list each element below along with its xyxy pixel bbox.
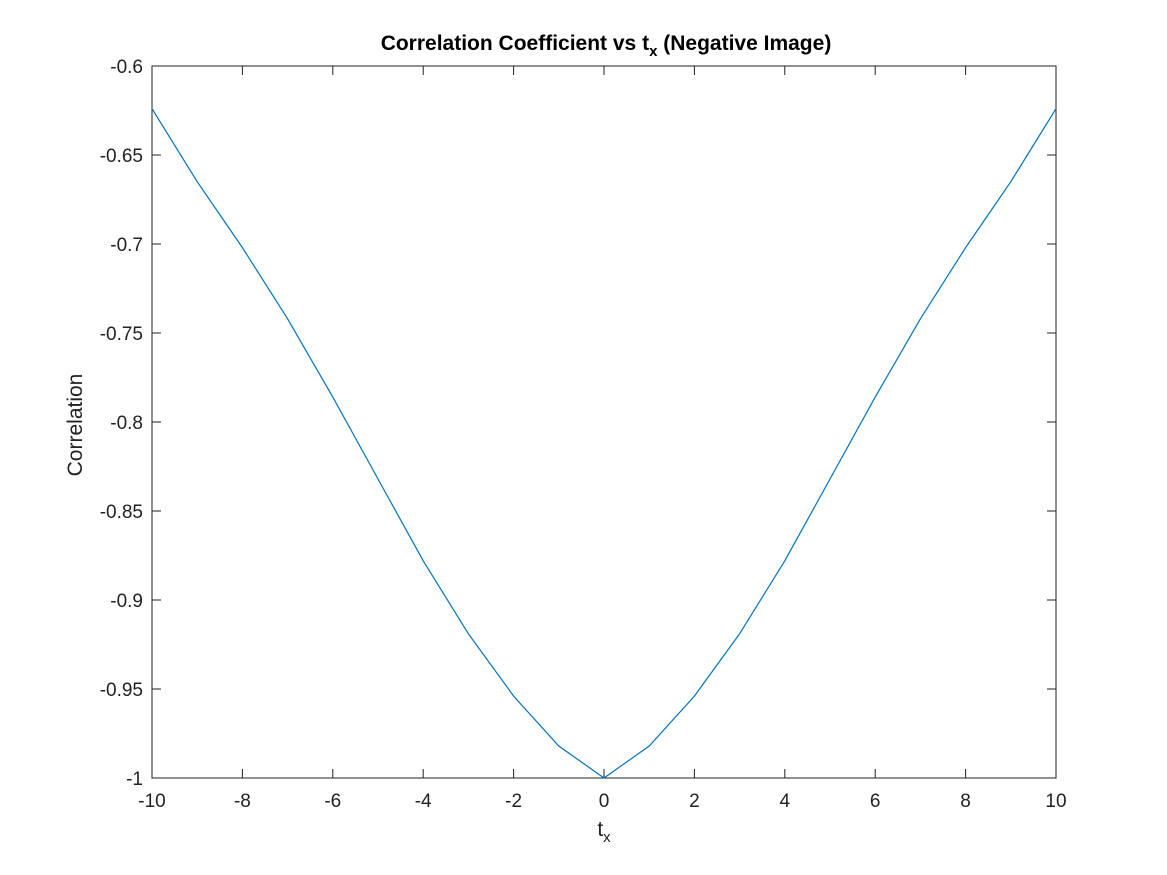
- y-tick-label: -0.9: [110, 591, 143, 612]
- x-tick-label: -6: [324, 791, 341, 812]
- y-tick-label: -0.95: [100, 680, 143, 701]
- y-axis-label: Correlation: [64, 374, 87, 477]
- y-tick-label: -0.75: [100, 324, 143, 345]
- y-tick-label: -0.7: [110, 235, 143, 256]
- axis-ticks: [151, 65, 1057, 779]
- y-tick-label: -0.8: [110, 413, 143, 434]
- x-tick-label: -8: [234, 791, 251, 812]
- x-tick-label: -10: [138, 791, 165, 812]
- y-tick-label: -0.6: [110, 57, 143, 78]
- chart-title: Correlation Coefficient vs tx (Negative …: [381, 32, 832, 60]
- x-tick-label: -2: [505, 791, 522, 812]
- y-tick-labels: -1 -0.95 -0.9 -0.85 -0.8 -0.75 -0.7 -0.65 -0.6: [100, 57, 143, 790]
- x-tick-label: 10: [1045, 791, 1066, 812]
- x-axis-label: tx: [597, 818, 611, 846]
- plot-area: [151, 65, 1057, 779]
- x-tick-label: 8: [960, 791, 971, 812]
- correlation-line: [151, 108, 1057, 779]
- y-tick-label: -1: [126, 769, 143, 790]
- x-tick-label: 0: [599, 791, 610, 812]
- x-tick-label: 2: [689, 791, 700, 812]
- x-tick-label: 6: [870, 791, 881, 812]
- y-tick-label: -0.85: [100, 502, 143, 523]
- y-tick-label: -0.65: [100, 146, 143, 167]
- x-tick-label: -4: [415, 791, 432, 812]
- x-tick-label: 4: [780, 791, 791, 812]
- x-tick-labels: -10 -8 -6 -4 -2 0 2 4 6 8 10: [138, 791, 1066, 812]
